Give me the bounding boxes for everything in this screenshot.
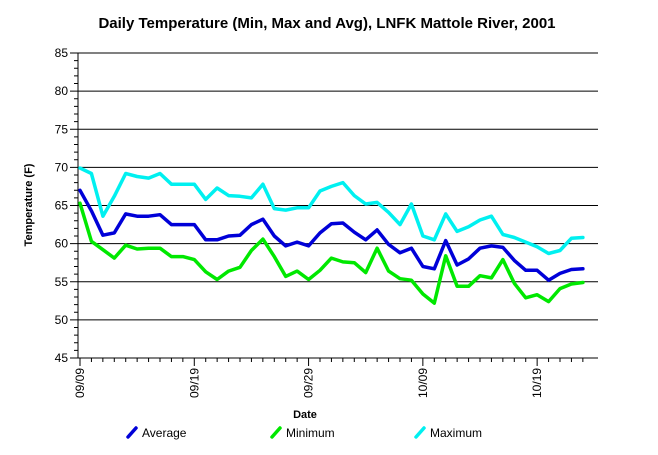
legend-label-average: Average (142, 426, 187, 440)
y-tick-label: 50 (55, 313, 69, 327)
legend-swatch-maximum (414, 426, 426, 439)
legend-swatch-minimum (270, 426, 282, 439)
y-tick-label: 80 (55, 84, 69, 98)
axes: 45 50 55 60 65 70 75 80 85 09/09 09/19 09/29 10/09 10… (55, 46, 598, 398)
x-tick-label: 09/19 (187, 368, 201, 398)
y-tick-label: 65 (55, 199, 69, 213)
series-line-minimum (78, 201, 585, 305)
gridlines (78, 52, 598, 321)
y-axis-label: Temperature (F) (23, 163, 35, 246)
legend-label-maximum: Maximum (430, 426, 482, 440)
y-tick-label: 70 (55, 160, 69, 174)
x-tick-label: 10/09 (416, 368, 430, 398)
y-tick-label: 55 (55, 275, 69, 289)
y-tick-label: 60 (55, 237, 69, 251)
series-line-average (78, 188, 585, 282)
legend: Average Minimum Maximum (126, 426, 482, 440)
x-axis-label: Date (293, 409, 317, 421)
chart-title: Daily Temperature (Min, Max and Avg), LN… (98, 15, 555, 32)
x-tick-label: 09/29 (302, 368, 316, 398)
x-tick-label: 10/19 (530, 368, 544, 398)
series-line-maximum (78, 166, 585, 256)
y-tick-label: 85 (55, 46, 69, 60)
legend-swatch-average (126, 426, 138, 439)
series-lines (78, 166, 585, 305)
y-tick-label: 45 (55, 351, 69, 365)
x-tick-label: 09/09 (73, 368, 87, 398)
y-tick-label: 75 (55, 122, 69, 136)
legend-label-minimum: Minimum (286, 426, 335, 440)
